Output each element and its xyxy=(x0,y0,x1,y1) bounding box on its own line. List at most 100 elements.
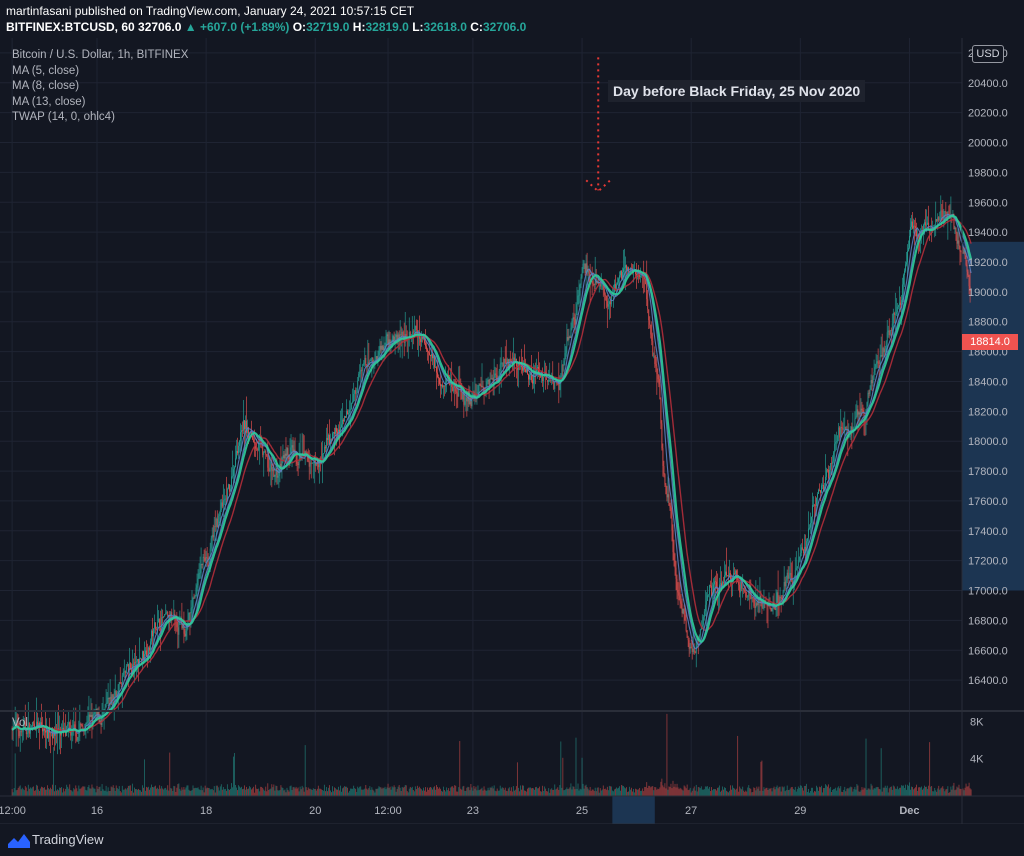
candle-body-859 xyxy=(879,356,881,364)
candle-body-470 xyxy=(486,381,488,387)
volume-bar-90 xyxy=(102,789,104,796)
volume-bar-110 xyxy=(122,789,124,796)
volume-bar-928 xyxy=(949,792,951,796)
candle-body-25 xyxy=(36,721,38,727)
candle-body-587 xyxy=(604,294,606,296)
volume-bar-461 xyxy=(477,785,479,796)
volume-bar-600 xyxy=(618,787,619,796)
volume-bar-128 xyxy=(141,791,142,796)
volume-bar-56 xyxy=(68,788,70,796)
candle-body-719 xyxy=(738,581,740,585)
last-price-tag: 18814.0 xyxy=(962,334,1018,350)
candle-body-106 xyxy=(118,682,120,685)
brand-name[interactable]: TradingView xyxy=(32,832,104,847)
volume-bar-692 xyxy=(710,787,712,796)
candle-body-464 xyxy=(480,384,482,388)
volume-bar-4 xyxy=(15,790,17,796)
currency-button[interactable]: USD xyxy=(972,45,1004,63)
volume-bar-223 xyxy=(237,790,238,796)
tradingview-logo-icon[interactable] xyxy=(8,832,30,848)
candle-body-274 xyxy=(288,454,290,460)
volume-bar-451 xyxy=(467,786,469,796)
candle-body-807 xyxy=(827,469,829,471)
legend-twap[interactable]: TWAP (14, 0, ohlc4) xyxy=(12,111,115,123)
volume-bar-696 xyxy=(715,789,716,796)
volume-bar-265 xyxy=(279,789,281,796)
candle-body-212 xyxy=(225,498,227,500)
volume-bar-713 xyxy=(732,785,734,796)
candle-body-878 xyxy=(898,302,900,306)
volume-bar-689 xyxy=(707,788,709,796)
volume-bar-296 xyxy=(310,789,312,796)
candle-body-596 xyxy=(613,284,615,292)
candle-body-128 xyxy=(141,658,142,661)
candle-body-263 xyxy=(277,475,279,478)
candle-body-76 xyxy=(88,714,90,722)
annotation-label[interactable]: Day before Black Friday, 25 Nov 2020 xyxy=(608,80,866,102)
candle-body-661 xyxy=(679,595,681,602)
volume-bar-807 xyxy=(827,786,829,796)
volume-bar-43 xyxy=(55,785,56,796)
volume-bar-492 xyxy=(508,787,510,796)
volume-bar-717 xyxy=(736,788,738,796)
candle-body-867 xyxy=(887,330,889,333)
volume-bar-148 xyxy=(161,786,163,796)
volume-bar-553 xyxy=(570,783,572,796)
candle-body-183 xyxy=(196,585,198,588)
price-tick-1: 16600.0 xyxy=(968,645,1008,657)
volume-bar-17 xyxy=(28,788,30,796)
volume-bar-248 xyxy=(262,787,264,796)
volume-bar-124 xyxy=(137,789,138,796)
volume-bar-382 xyxy=(397,786,399,796)
legend-ma-8[interactable]: MA (8, close) xyxy=(12,80,80,92)
volume-bar-945 xyxy=(966,786,968,796)
candle-body-256 xyxy=(270,461,272,470)
candle-body-559 xyxy=(576,304,578,315)
candle-body-890 xyxy=(911,221,912,227)
volume-bar-913 xyxy=(934,787,936,796)
volume-bar-304 xyxy=(318,788,320,796)
volume-bar-166 xyxy=(179,788,181,796)
volume-bar-86 xyxy=(98,787,100,796)
candle-body-266 xyxy=(280,463,282,469)
candle-body-321 xyxy=(336,427,337,432)
volume-bar-896 xyxy=(917,790,918,796)
volume-bar-369 xyxy=(384,786,386,796)
candle-body-671 xyxy=(689,646,691,649)
volume-label: Vol xyxy=(12,717,28,729)
candle-body-94 xyxy=(106,702,108,704)
volume-bar-28 xyxy=(40,788,41,796)
legend-ma-13[interactable]: MA (13, close) xyxy=(12,95,86,108)
volume-bar-171 xyxy=(184,789,186,796)
candle-body-529 xyxy=(546,374,548,381)
volume-bar-372 xyxy=(387,783,389,796)
volume-bar-732 xyxy=(751,792,753,796)
volume-bar-100 xyxy=(112,785,114,796)
candle-body-360 xyxy=(375,356,377,362)
volume-bar-262 xyxy=(276,785,278,796)
volume-bar-441 xyxy=(457,791,459,796)
candle-body-221 xyxy=(235,458,236,468)
candle-body-902 xyxy=(923,225,925,234)
volume-bar-618 xyxy=(636,789,638,796)
candle-body-434 xyxy=(450,383,452,385)
candle-body-124 xyxy=(137,659,138,662)
volume-bar-301 xyxy=(315,790,317,796)
candle-body-295 xyxy=(309,462,311,467)
volume-bar-764 xyxy=(783,786,785,796)
volume-bar-935 xyxy=(956,786,958,796)
volume-bar-879 xyxy=(899,787,901,796)
legend-ma-5[interactable]: MA (5, close) xyxy=(12,64,80,77)
volume-bar-664 xyxy=(682,790,684,796)
candle-body-280 xyxy=(294,449,296,453)
volume-bar-795 xyxy=(815,791,816,796)
candle-body-888 xyxy=(909,235,910,248)
volume-bar-482 xyxy=(498,790,500,796)
volume-bar-409 xyxy=(425,787,426,796)
volume-bar-760 xyxy=(779,786,781,796)
candle-body-9 xyxy=(20,731,22,733)
candle-body-904 xyxy=(925,222,927,226)
volume-bar-331 xyxy=(346,786,348,796)
volume-bar-114 xyxy=(126,787,128,796)
